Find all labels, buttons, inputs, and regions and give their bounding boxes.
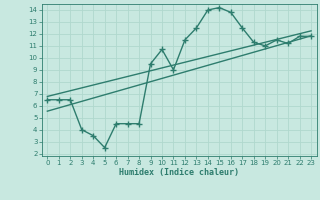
X-axis label: Humidex (Indice chaleur): Humidex (Indice chaleur) [119,168,239,177]
